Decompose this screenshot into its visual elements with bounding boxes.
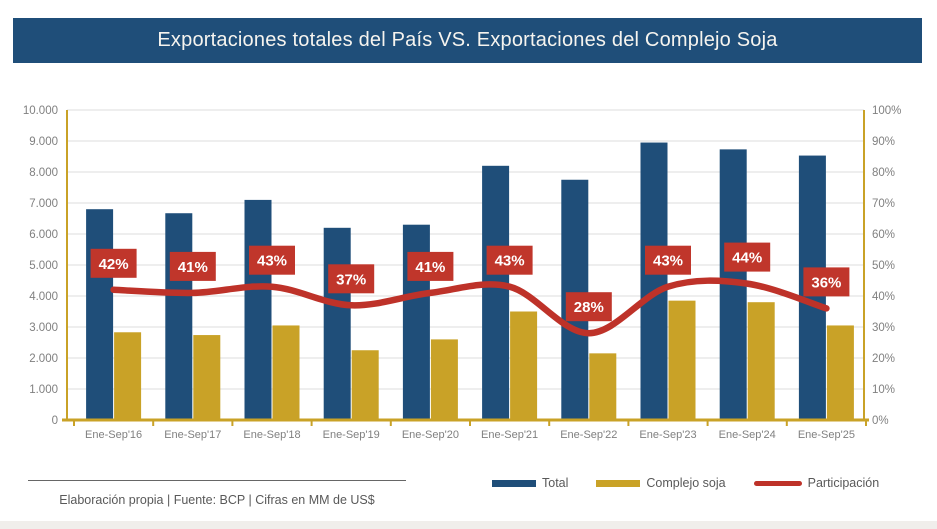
pct-label-box — [724, 242, 771, 272]
bar-complejo-soja — [747, 302, 775, 420]
page-title: Exportaciones totales del País VS. Expor… — [157, 29, 778, 51]
bar-complejo-soja — [193, 335, 221, 420]
right-axis-tick-label: 90% — [872, 136, 895, 148]
bottom-strip — [0, 521, 937, 529]
pct-label: 43% — [653, 253, 683, 270]
pct-label-box — [645, 245, 691, 275]
pct-label-box — [90, 248, 137, 278]
right-axis-tick-label: 100% — [872, 105, 901, 117]
y-axis-tick-label: 4.000 — [29, 291, 58, 303]
pct-label-box — [486, 245, 533, 275]
legend-label-participacion: Participación — [807, 476, 880, 490]
right-axis-tick-label: 50% — [872, 260, 895, 272]
y-axis-tick-label: 3.000 — [29, 322, 58, 334]
bar-total — [640, 142, 668, 421]
x-axis-category-label: Ene-Sep'24 — [719, 429, 776, 441]
source-footer-text: Elaboración propia | Fuente: BCP | Cifra… — [59, 493, 375, 507]
total-swatch-icon — [492, 479, 536, 487]
pct-label-box — [803, 267, 850, 297]
bar-total — [165, 213, 193, 420]
legend-item-complejo-soja: Complejo soja — [596, 476, 726, 490]
pct-label: 41% — [178, 259, 208, 276]
legend-label-total: Total — [542, 476, 569, 490]
participacion-line-swatch-icon — [753, 480, 802, 486]
y-axis-tick-label: 8.000 — [29, 167, 58, 179]
y-axis-tick-label: 9.000 — [29, 136, 58, 148]
y-axis-tick-label: 0 — [52, 415, 58, 427]
x-axis-category-label: Ene-Sep'18 — [243, 429, 300, 441]
x-axis-category-label: Ene-Sep'21 — [481, 429, 538, 441]
pct-label-box — [565, 292, 612, 322]
legend-label-complejo-soja: Complejo soja — [646, 476, 726, 490]
participacion-line — [110, 277, 830, 337]
right-axis-tick-label: 30% — [872, 322, 895, 334]
bar-complejo-soja — [589, 353, 617, 420]
pct-label: 43% — [257, 253, 287, 270]
bar-total — [244, 199, 272, 420]
right-axis-tick-label: 40% — [872, 291, 895, 303]
y-axis-tick-label: 5.000 — [29, 260, 58, 272]
y-axis-tick-label: 1.000 — [29, 384, 58, 396]
x-axis-category-label: Ene-Sep'17 — [164, 429, 221, 441]
y-axis-tick-label: 7.000 — [29, 198, 58, 210]
pct-label: 28% — [574, 299, 604, 316]
bar-complejo-soja — [668, 300, 696, 420]
x-axis-category-label: Ene-Sep'22 — [560, 429, 617, 441]
right-axis-tick-label: 10% — [872, 384, 895, 396]
complejo-soja-swatch-icon — [596, 479, 641, 487]
right-axis-tick-label: 20% — [872, 353, 895, 365]
right-axis-tick-label: 70% — [872, 198, 895, 210]
bar-complejo-soja — [272, 325, 300, 420]
bar-complejo-soja — [430, 339, 458, 420]
right-axis-tick-label: 0% — [872, 415, 889, 427]
pct-label-box — [407, 251, 454, 281]
bar-complejo-soja — [351, 350, 379, 420]
y-axis-tick-label: 2.000 — [29, 353, 58, 365]
right-axis-tick-label: 80% — [872, 167, 895, 179]
bar-complejo-soja — [510, 311, 538, 420]
pct-label-box — [328, 264, 375, 294]
pct-label: 43% — [495, 253, 525, 270]
bar-total — [86, 209, 114, 420]
chart-legend: Total Complejo soja Participación — [492, 474, 879, 492]
pct-label: 36% — [811, 274, 841, 291]
x-axis-category-label: Ene-Sep'23 — [639, 429, 696, 441]
right-axis-tick-label: 60% — [872, 229, 895, 241]
title-bar: Exportaciones totales del País VS. Expor… — [13, 18, 922, 63]
x-axis-category-label: Ene-Sep'25 — [798, 429, 855, 441]
bar-complejo-soja — [826, 325, 854, 420]
pct-label-box — [169, 251, 216, 281]
x-axis-category-label: Ene-Sep'19 — [323, 429, 380, 441]
pct-label: 42% — [99, 256, 129, 273]
y-axis-tick-label: 10.000 — [23, 105, 58, 117]
pct-label: 44% — [732, 250, 762, 267]
pct-label-box — [249, 245, 295, 275]
x-axis-category-label: Ene-Sep'20 — [402, 429, 459, 441]
y-axis-tick-label: 6.000 — [29, 229, 58, 241]
bar-total — [323, 227, 351, 420]
x-axis-category-label: Ene-Sep'16 — [85, 429, 142, 441]
pct-label: 41% — [415, 259, 445, 276]
pct-label: 37% — [336, 271, 366, 288]
source-footer: Elaboración propia | Fuente: BCP | Cifra… — [28, 480, 406, 509]
legend-item-total: Total — [492, 476, 568, 490]
bar-complejo-soja — [114, 332, 142, 420]
legend-item-participacion: Participación — [753, 476, 880, 490]
bar-total — [482, 165, 510, 420]
